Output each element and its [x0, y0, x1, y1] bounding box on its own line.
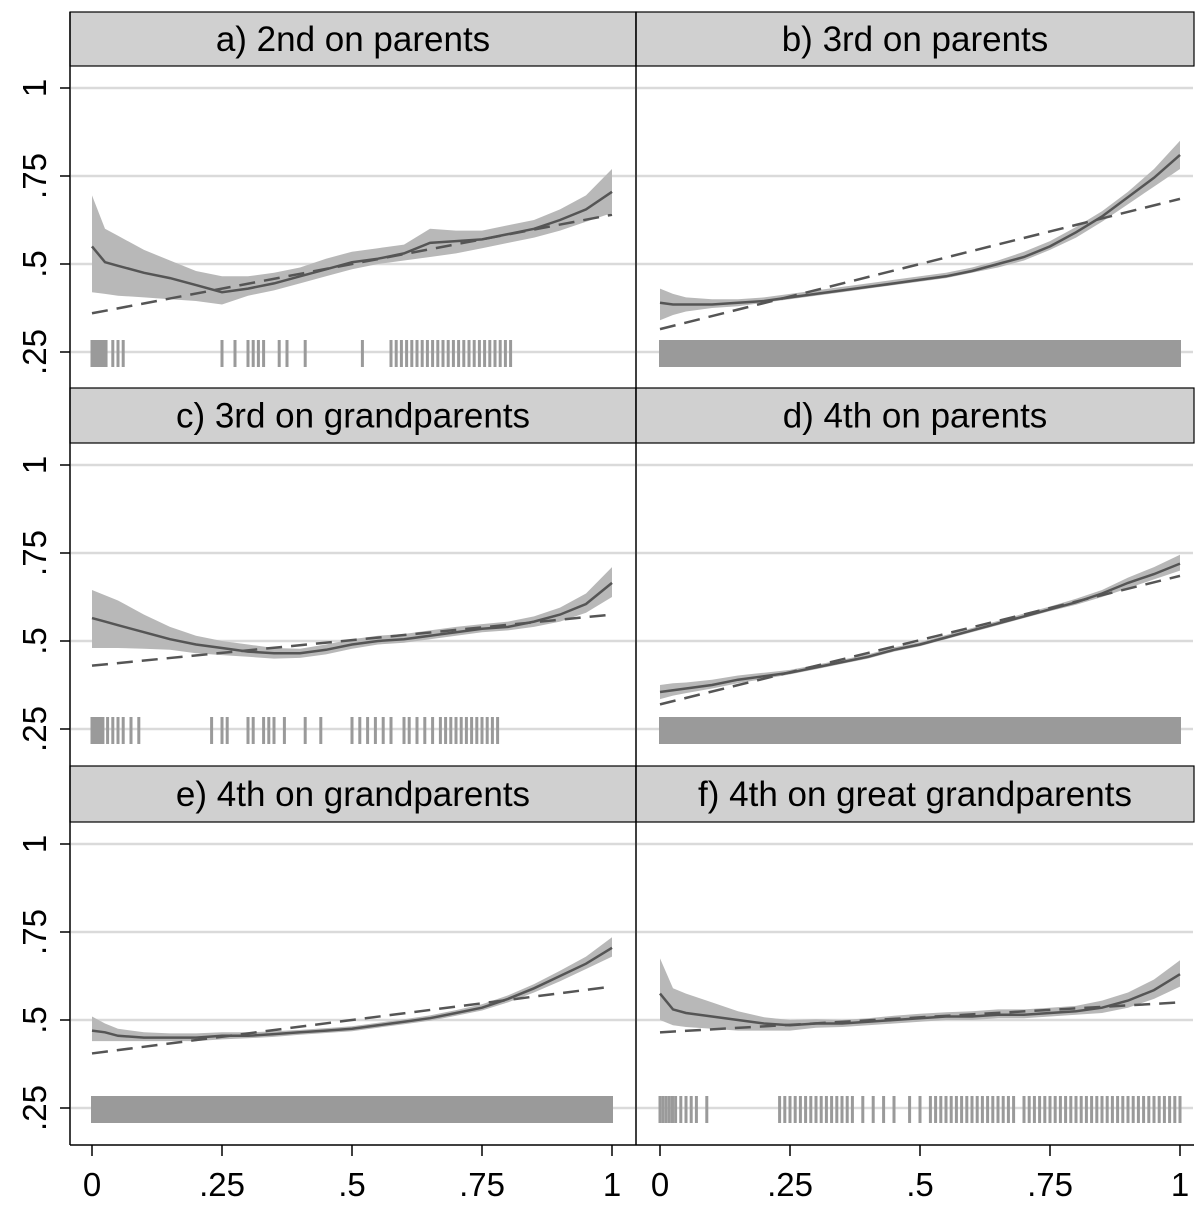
y-tick-label: .25: [16, 329, 53, 375]
y-tick-label: .75: [16, 153, 53, 199]
panel-c: c) 3rd on grandparents 1 .75 .5 .25: [16, 387, 637, 752]
panel-d: d) 4th on parents: [635, 387, 1195, 744]
panel-e: e) 4th on grandparents 1 .75 .5 .25: [16, 765, 637, 1131]
x-tick-label: .75: [459, 1166, 505, 1203]
confidence-band: [92, 169, 612, 305]
panel-title: e) 4th on grandparents: [176, 775, 530, 814]
x-tick-label: 0: [83, 1166, 101, 1203]
panel-title: f) 4th on great grandparents: [698, 775, 1132, 814]
fitted-line: [91, 946, 613, 1039]
rug-mark: [659, 717, 1181, 744]
x-tick-label: 0: [651, 1166, 669, 1203]
panel-title: c) 3rd on grandparents: [176, 397, 530, 436]
confidence-band: [660, 554, 1180, 700]
panel-a: a) 2nd on parents 1 .75 .5 .25: [16, 11, 637, 375]
panel-b: b) 3rd on parents: [635, 11, 1195, 367]
panel-strip: [635, 387, 1195, 444]
fitted-line: [659, 562, 1181, 694]
y-tick-label: .75: [16, 909, 53, 955]
panel-f: f) 4th on great grandparents: [635, 765, 1195, 1123]
y-tick-label: 1: [16, 835, 53, 853]
rug-mark: [659, 340, 1181, 367]
fitted-line: [91, 190, 613, 294]
y-tick-label: 1: [16, 79, 53, 97]
confidence-band: [660, 140, 1180, 321]
linear-fit-line: [659, 197, 1181, 331]
fitted-line: [659, 153, 1181, 306]
x-tick-label: .75: [1027, 1166, 1073, 1203]
y-tick-label: 1: [16, 456, 53, 474]
panel-strip: [69, 11, 637, 67]
panel-strip: [69, 387, 637, 444]
x-tick-label: .5: [906, 1166, 934, 1203]
y-tick-label: .5: [16, 627, 53, 655]
y-tick-label: .5: [16, 250, 53, 278]
x-tick-label: 1: [1171, 1166, 1189, 1203]
x-tick-label: .25: [767, 1166, 813, 1203]
y-tick-label: .75: [16, 530, 53, 576]
y-tick-label: .25: [16, 1085, 53, 1131]
x-tick-label: .5: [338, 1166, 366, 1203]
linear-fit-line: [91, 613, 613, 667]
linear-fit-line: [91, 213, 613, 315]
panel-title: a) 2nd on parents: [216, 20, 490, 59]
x-tick-label: 1: [603, 1166, 621, 1203]
linear-fit-line: [659, 574, 1181, 706]
y-tick-label: .5: [16, 1006, 53, 1034]
panel-title: d) 4th on parents: [783, 397, 1048, 436]
panel-title: b) 3rd on parents: [782, 20, 1049, 59]
linear-fit-line: [659, 1001, 1181, 1034]
fitted-line: [659, 973, 1181, 1027]
linear-fit-line: [91, 985, 613, 1055]
x-tick-label: .25: [199, 1166, 245, 1203]
panel-strip: [635, 11, 1195, 67]
y-tick-label: .25: [16, 706, 53, 752]
rug-mark: [91, 1096, 613, 1123]
